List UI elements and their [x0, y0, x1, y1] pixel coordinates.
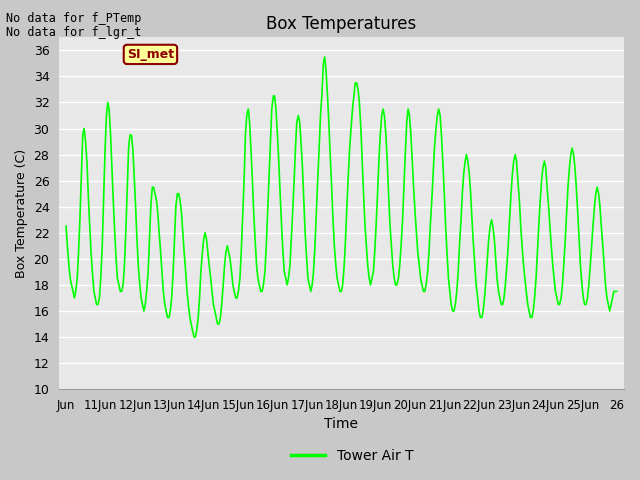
Text: SI_met: SI_met: [127, 48, 174, 61]
X-axis label: Time: Time: [324, 418, 358, 432]
Text: No data for f_lgr_t: No data for f_lgr_t: [6, 26, 142, 39]
Title: Box Temperatures: Box Temperatures: [266, 15, 417, 33]
Text: No data for f_PTemp: No data for f_PTemp: [6, 12, 142, 25]
Y-axis label: Box Temperature (C): Box Temperature (C): [15, 149, 28, 278]
Legend: Tower Air T: Tower Air T: [285, 443, 419, 468]
